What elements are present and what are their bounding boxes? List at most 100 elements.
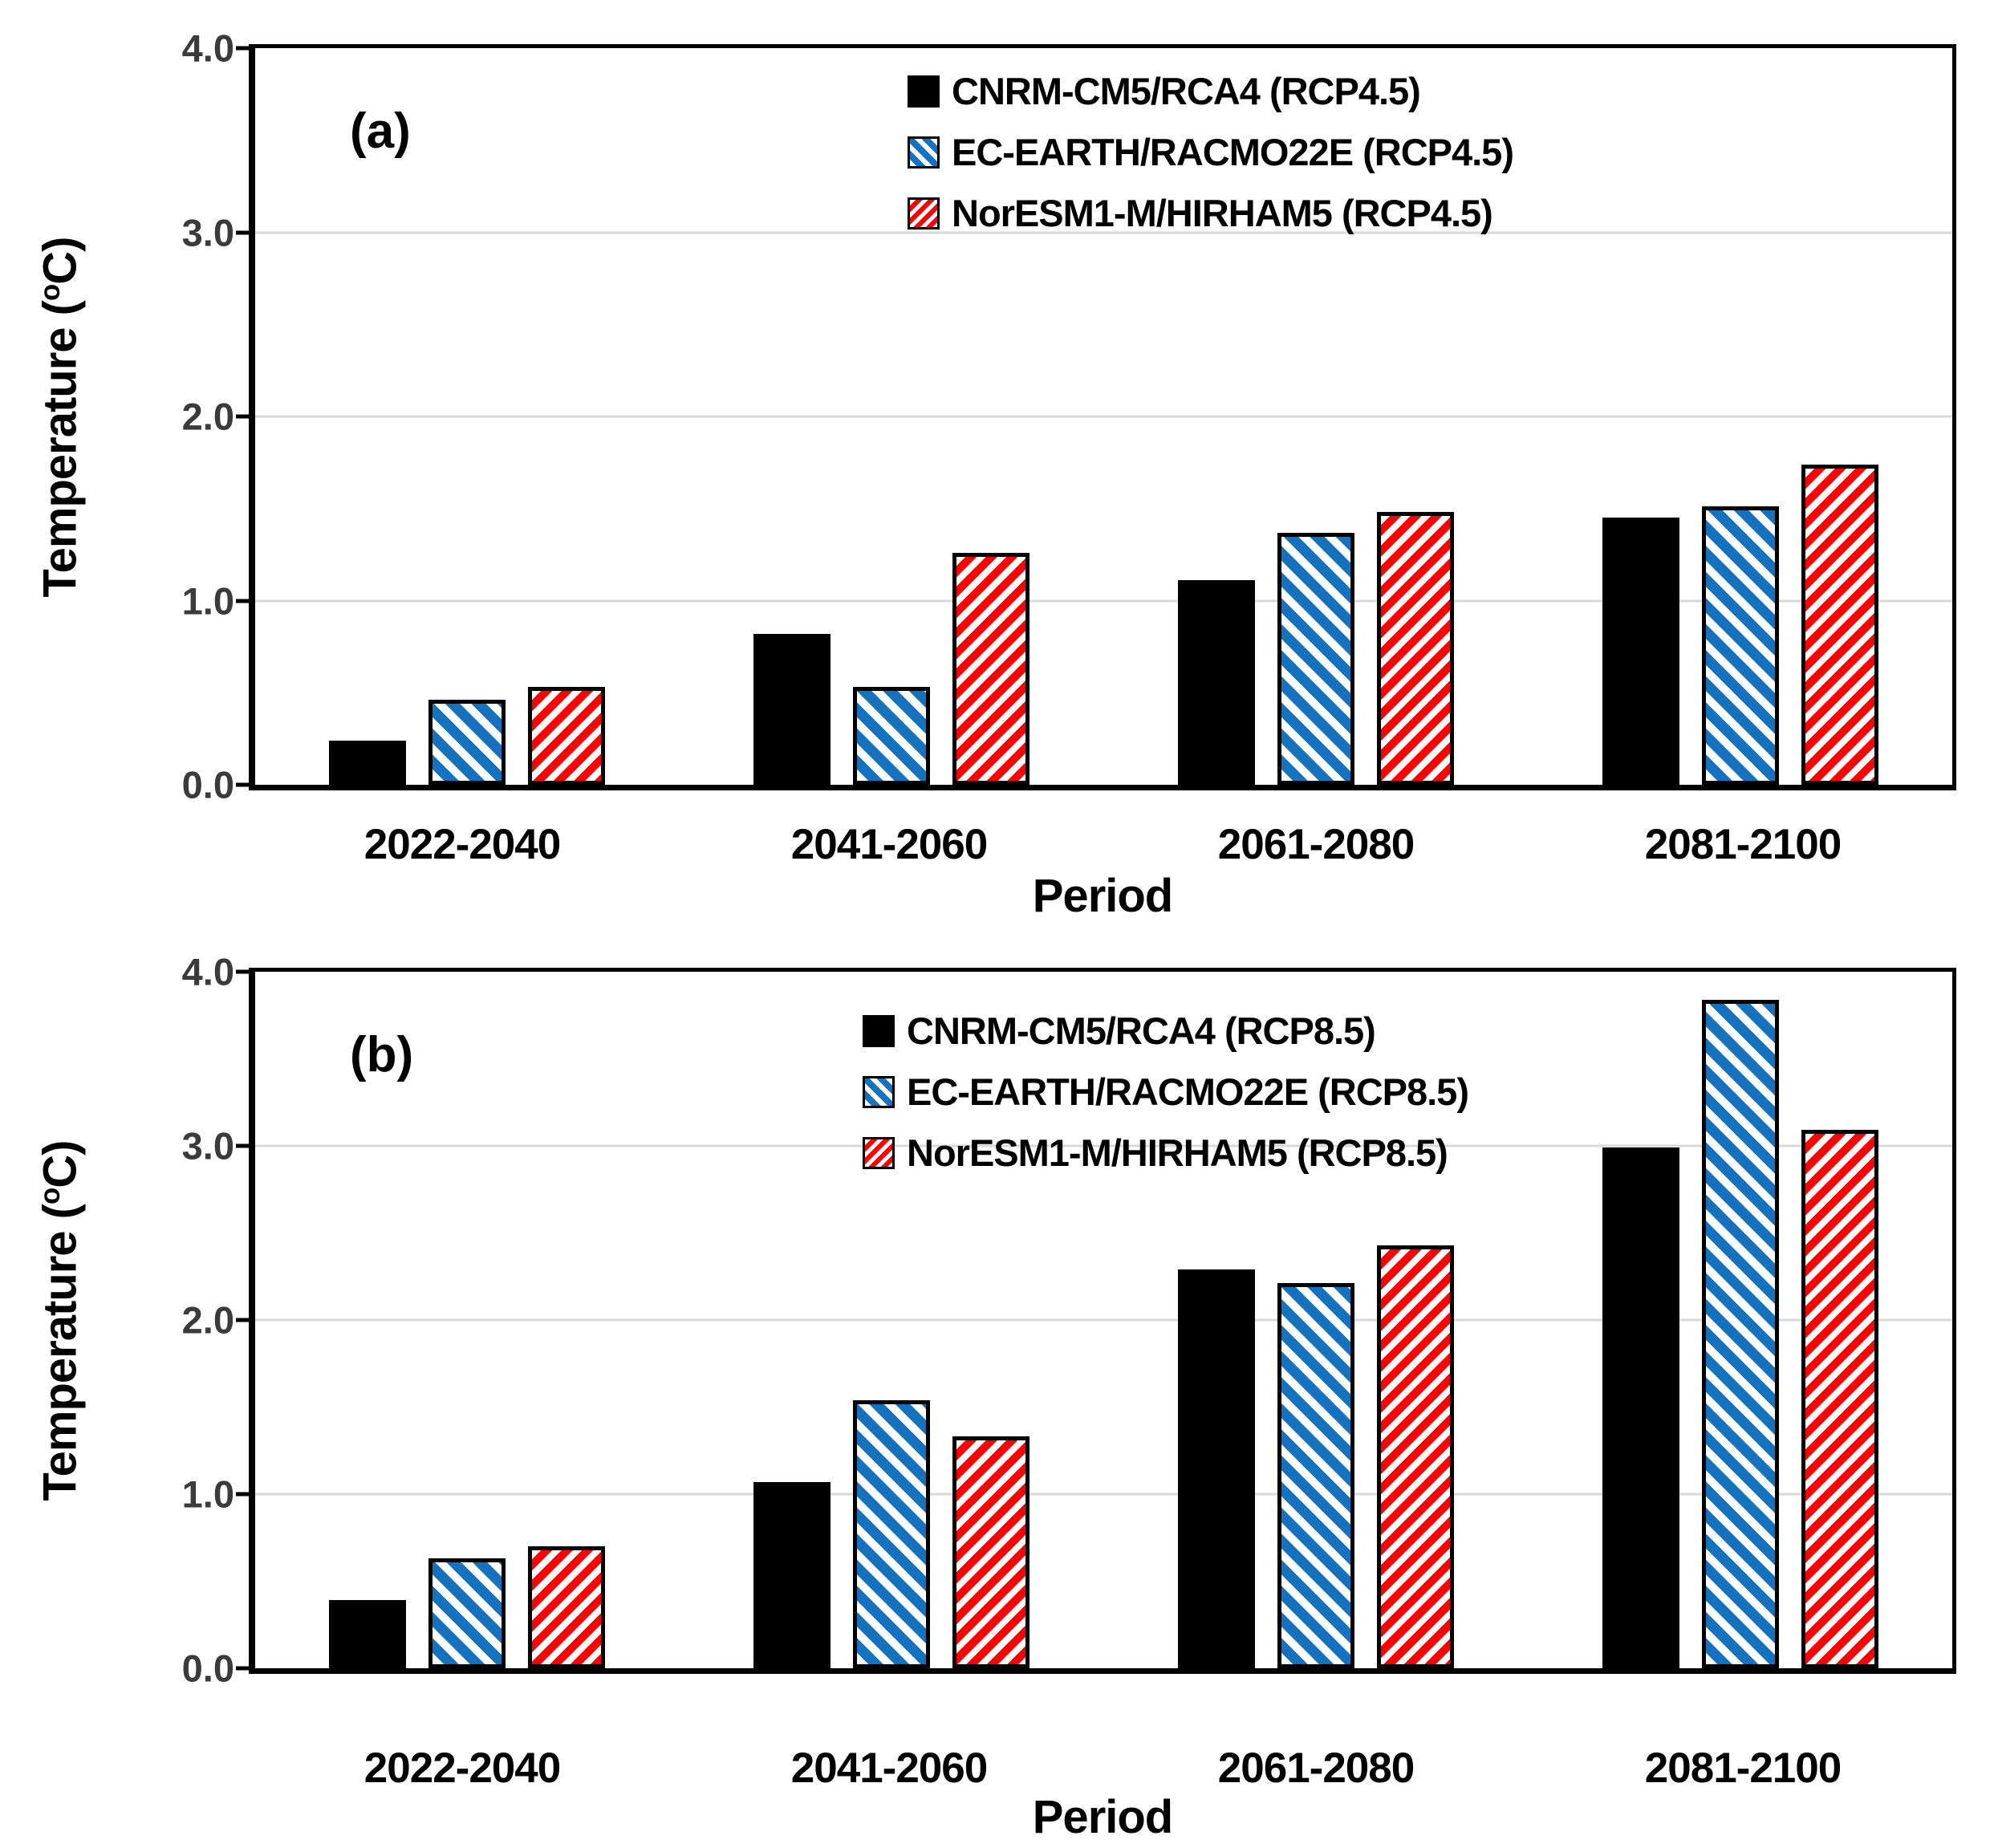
y-tick-marks-a xyxy=(236,46,249,787)
bar-hatch-backslash-2061-2080 xyxy=(1277,532,1354,785)
y-tick-mark xyxy=(236,46,249,51)
y-tick-mark xyxy=(236,599,249,603)
bar-hatch-backslash-2061-2080 xyxy=(1277,1283,1354,1668)
bar-group-2041-2060 xyxy=(680,48,1104,785)
x-tick-label: 2041-2060 xyxy=(790,821,988,868)
gridline xyxy=(255,1144,1952,1147)
y-tick-label: 4.0 xyxy=(181,26,234,70)
x-axis-title-b: Period xyxy=(1032,1791,1174,1843)
legend-label: CNRM-CM5/RCA4 (RCP8.5) xyxy=(907,1009,1376,1052)
bar-group-2061-2080 xyxy=(1104,48,1529,785)
panel-b: Temperature (oC) 4.0 3.0 2.0 1.0 0.0 (b) CNR… xyxy=(0,924,1994,1848)
bar-group-2081-2100 xyxy=(1528,972,1952,1668)
legend-swatch-solid xyxy=(863,1014,895,1047)
panel-a: Temperature (oC) 4.0 3.0 2.0 1.0 0.0 (a) CNR… xyxy=(35,30,1956,922)
legend-swatch-hatch-slash xyxy=(908,197,940,229)
bar-hatch-backslash-2041-2060 xyxy=(853,687,931,785)
degree-superscript: o xyxy=(35,284,67,301)
legend-swatch-hatch-backslash xyxy=(908,136,940,169)
degree-superscript: o xyxy=(35,1188,67,1204)
x-tick-label: 2061-2080 xyxy=(1217,821,1415,868)
bar-solid-2041-2060 xyxy=(753,633,831,785)
x-tick-label: 2061-2080 xyxy=(1217,1744,1415,1792)
legend-label: NorESM1-M/HIRHAM5 (RCP8.5) xyxy=(907,1131,1448,1174)
y-tick-mark xyxy=(236,414,249,419)
bar-solid-2081-2100 xyxy=(1602,518,1679,785)
y-tick-label: 4.0 xyxy=(181,950,234,993)
y-tick-marks-b xyxy=(236,969,249,1671)
y-tick-label: 1.0 xyxy=(181,579,234,622)
x-tick-label: 2022-2040 xyxy=(363,821,561,868)
x-tick-label: 2041-2060 xyxy=(790,1744,988,1792)
bar-hatch-slash-2081-2100 xyxy=(1801,464,1878,785)
y-tick-mark xyxy=(236,782,249,787)
bar-hatch-backslash-2022-2040 xyxy=(428,1558,506,1668)
gridline xyxy=(255,1493,1952,1496)
bar-group-2081-2100 xyxy=(1528,48,1952,785)
legend-row: EC-EARTH/RACMO22E (RCP4.5) xyxy=(908,130,1514,174)
bar-solid-2061-2080 xyxy=(1177,580,1255,785)
bar-hatch-slash-2061-2080 xyxy=(1376,512,1454,785)
y-tick-mark xyxy=(236,1143,249,1148)
gridline xyxy=(255,1318,1952,1322)
legend-b: CNRM-CM5/RCA4 (RCP8.5) EC-EARTH/RACMO22E … xyxy=(863,1009,1469,1175)
legend-row: NorESM1-M/HIRHAM5 (RCP8.5) xyxy=(863,1131,1468,1175)
bar-solid-2061-2080 xyxy=(1177,1269,1255,1668)
y-tick-label: 1.0 xyxy=(181,1472,234,1516)
y-tick-label: 2.0 xyxy=(181,1298,234,1342)
gridline xyxy=(255,231,1952,234)
x-axis-title-a: Period xyxy=(1032,870,1174,922)
bar-groups xyxy=(255,48,1952,785)
plot-area-a: (a) CNRM-CM5/RCA4 (RCP4.5) EC-EARTH/RACMO… xyxy=(249,44,1956,790)
bar-hatch-backslash-2041-2060 xyxy=(853,1399,931,1668)
y-tick-labels-b: 4.0 3.0 2.0 1.0 0.0 xyxy=(64,953,234,1688)
bar-hatch-slash-2022-2040 xyxy=(528,1546,606,1668)
bar-hatch-backslash-2022-2040 xyxy=(428,700,506,785)
y-tick-label: 0.0 xyxy=(181,763,234,806)
bar-group-2022-2040 xyxy=(255,48,680,785)
plot-area-b: (b) CNRM-CM5/RCA4 (RCP8.5) EC-EARTH/RACMO… xyxy=(249,968,1956,1674)
legend-swatch-hatch-backslash xyxy=(863,1075,895,1108)
bar-solid-2022-2040 xyxy=(329,1600,407,1668)
y-tick-mark xyxy=(236,969,249,974)
legend-swatch-hatch-slash xyxy=(863,1136,895,1169)
x-tick-label: 2022-2040 xyxy=(363,1744,561,1792)
legend-swatch-solid xyxy=(908,75,940,108)
bar-group-2041-2060 xyxy=(680,972,1104,1668)
bar-hatch-slash-2061-2080 xyxy=(1376,1245,1454,1668)
bar-hatch-slash-2041-2060 xyxy=(952,1436,1030,1668)
y-tick-mark xyxy=(236,1318,249,1322)
gridline xyxy=(255,415,1952,418)
legend-row: NorESM1-M/HIRHAM5 (RCP4.5) xyxy=(908,191,1513,235)
legend-label: EC-EARTH/RACMO22E (RCP8.5) xyxy=(907,1070,1469,1113)
y-tick-mark xyxy=(236,1666,249,1671)
y-tick-label: 2.0 xyxy=(181,395,234,438)
bar-solid-2081-2100 xyxy=(1602,1147,1679,1668)
x-tick-label: 2081-2100 xyxy=(1644,1744,1842,1792)
legend-row: EC-EARTH/RACMO22E (RCP8.5) xyxy=(863,1070,1469,1114)
y-tick-labels-a: 4.0 3.0 2.0 1.0 0.0 xyxy=(64,30,234,804)
y-tick-label: 0.0 xyxy=(181,1647,234,1690)
legend-label: EC-EARTH/RACMO22E (RCP4.5) xyxy=(952,131,1514,173)
gridline xyxy=(255,599,1952,602)
bar-group-2061-2080 xyxy=(1104,972,1529,1668)
bar-hatch-slash-2022-2040 xyxy=(528,687,606,785)
x-tick-label: 2081-2100 xyxy=(1644,821,1842,868)
bar-groups xyxy=(255,972,1952,1668)
legend-label: NorESM1-M/HIRHAM5 (RCP4.5) xyxy=(952,192,1493,234)
y-tick-label: 3.0 xyxy=(181,211,234,254)
y-tick-mark xyxy=(236,1492,249,1497)
y-tick-label: 3.0 xyxy=(181,1124,234,1168)
panel-tag-b: (b) xyxy=(350,1027,414,1082)
y-tick-mark xyxy=(236,230,249,234)
legend-label: CNRM-CM5/RCA4 (RCP4.5) xyxy=(952,70,1421,112)
bar-solid-2022-2040 xyxy=(329,740,407,785)
bar-group-2022-2040 xyxy=(255,972,680,1668)
bar-hatch-slash-2081-2100 xyxy=(1801,1130,1878,1668)
legend-row: CNRM-CM5/RCA4 (RCP8.5) xyxy=(863,1009,1468,1053)
x-tick-labels-b: 2022-2040 2041-2060 2061-2080 2081-2100 xyxy=(249,1744,1956,1793)
bar-hatch-backslash-2081-2100 xyxy=(1701,506,1779,785)
bar-hatch-backslash-2081-2100 xyxy=(1701,999,1779,1668)
bar-solid-2041-2060 xyxy=(753,1481,831,1668)
